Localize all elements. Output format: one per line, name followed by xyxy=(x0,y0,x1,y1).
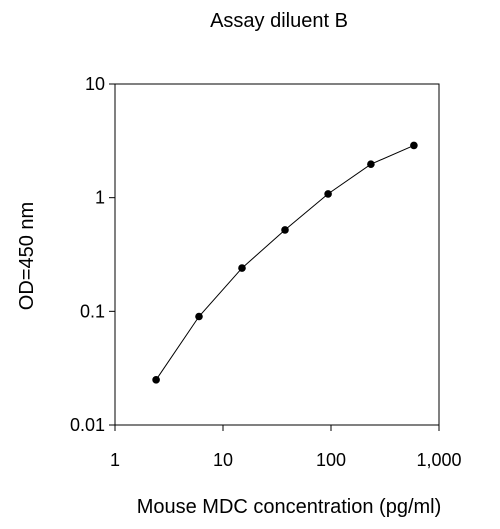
data-point xyxy=(281,226,289,234)
x-tick-label: 10 xyxy=(213,450,233,470)
y-tick-label: 0.1 xyxy=(80,301,105,321)
y-axis: 0.01 0.1 1 10 xyxy=(70,74,115,435)
plot-frame xyxy=(114,83,440,426)
y-tick-label: 1 xyxy=(95,188,105,208)
data-point xyxy=(367,160,375,168)
data-points xyxy=(152,141,418,384)
x-tick-label: 1 xyxy=(110,450,120,470)
data-point xyxy=(152,376,160,384)
data-point xyxy=(410,141,418,150)
x-tick-label: 1,000 xyxy=(416,450,461,470)
y-axis-label: OD=450 nm xyxy=(16,202,38,310)
x-axis-label: Mouse MDC concentration (pg/ml) xyxy=(137,496,442,518)
chart-title: Assay diluent B xyxy=(210,10,348,32)
data-point xyxy=(238,264,246,272)
data-point xyxy=(195,312,203,321)
x-axis: 1 10 100 1,000 xyxy=(110,425,462,470)
x-tick-label: 100 xyxy=(316,450,346,470)
y-tick-label: 10 xyxy=(85,74,105,94)
data-point xyxy=(324,190,332,198)
y-tick-label: 0.01 xyxy=(70,415,105,435)
series-line xyxy=(155,144,415,381)
